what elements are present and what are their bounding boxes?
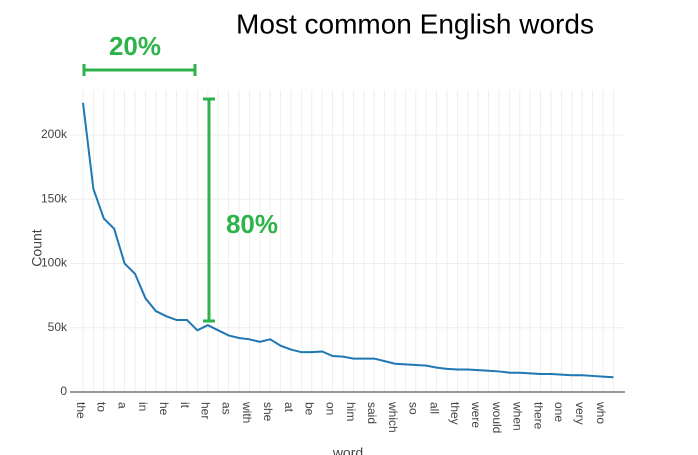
x-tick-label: were: [469, 401, 483, 428]
y-tick-label: 100k: [41, 256, 68, 270]
x-tick-label: a: [115, 402, 129, 409]
x-tick-label: to: [95, 402, 109, 412]
x-tick-label: one: [552, 402, 566, 422]
bracket-20: [82, 64, 197, 76]
x-tick-label: there: [531, 402, 545, 430]
x-tick-label: all: [427, 402, 441, 414]
x-tick-label: him: [344, 402, 358, 421]
data-line: [82, 102, 614, 379]
x-tick-label: her: [199, 402, 213, 419]
x-tick-label: it: [178, 402, 192, 409]
x-tick-label: be: [303, 402, 317, 416]
x-tick-label: he: [157, 402, 171, 416]
x-tick-label: who: [594, 401, 608, 424]
y-tick-label: 50k: [48, 320, 68, 334]
x-tick-label: would: [490, 401, 504, 433]
x-tick-label: when: [511, 401, 525, 431]
x-tick-label: very: [573, 402, 587, 425]
x-tick-label: so: [407, 402, 421, 415]
annotation: 80%: [226, 209, 278, 239]
bracket-80: [203, 97, 215, 323]
y-tick-label: 0: [60, 384, 67, 398]
annotation: 20%: [109, 31, 161, 61]
x-tick-label: at: [282, 402, 296, 413]
x-tick-label: the: [74, 402, 88, 419]
x-tick-label: with: [240, 401, 254, 423]
chart-title: Most common English words: [236, 8, 594, 39]
plot-area: the to a in he it her as with she at be on him said whi…: [41, 90, 625, 433]
x-tick-label: in: [136, 402, 150, 411]
x-tick-label: said: [365, 402, 379, 424]
x-tick-label: she: [261, 402, 275, 422]
y-axis-title: Count: [29, 229, 45, 266]
x-tick-label: as: [219, 402, 233, 415]
x-tick-label: which: [386, 401, 400, 433]
x-tick-label: on: [323, 402, 337, 415]
y-tick-label: 150k: [41, 191, 68, 205]
x-axis-title: word: [332, 445, 363, 455]
y-tick-label: 200k: [41, 127, 68, 141]
x-tick-label: they: [448, 402, 462, 425]
